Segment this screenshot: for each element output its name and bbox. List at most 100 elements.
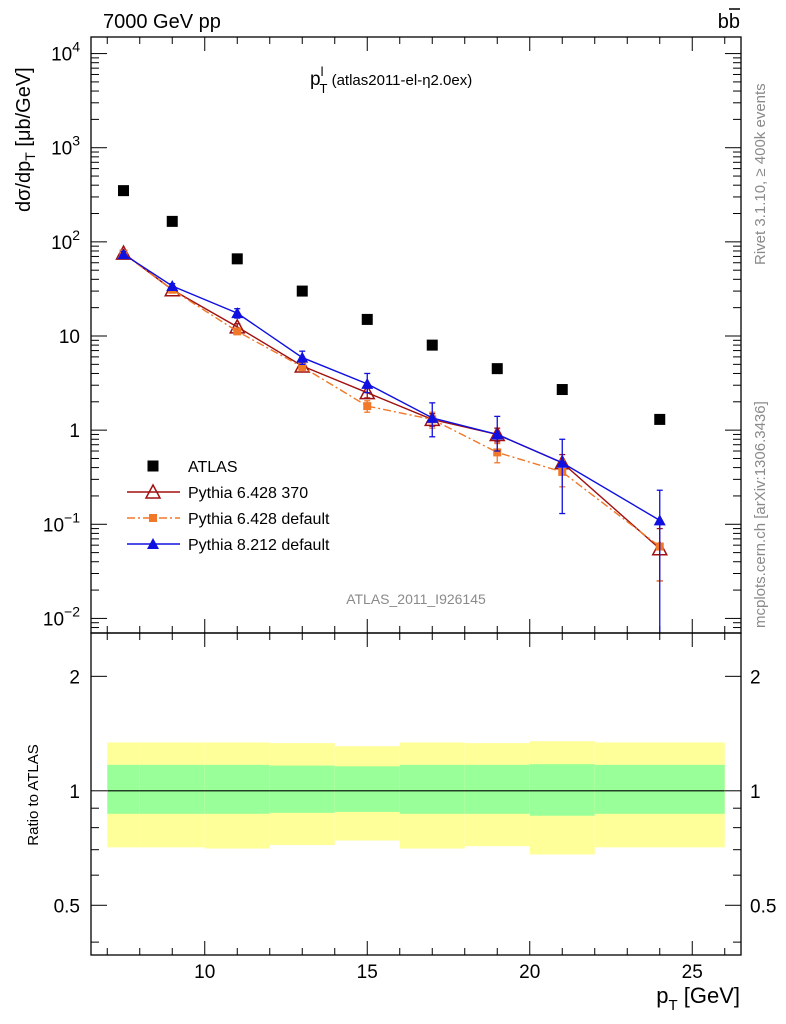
data-point-3-0 [117,248,130,260]
y-label-unit: [μb/GeV] [13,67,35,146]
ratio-plot-panel: Ratio to ATLAS 10 15 20 25 2 2 1 1 0.5 0.5 pT [Ge… [25,632,776,1014]
uncertainty-band-inner-1 [139,764,205,814]
data-point-3-4 [361,377,374,389]
main-plot-panel: dσ/dpT [μb/GeV] pl T (atlas2011-el-η2.0ex… [13,36,742,634]
data-point-0-7 [556,384,568,396]
x-tick-label-20: 20 [519,962,540,983]
ratio-y-tick-label-left-2: 2 [69,667,80,688]
process-label-text: bb [718,11,740,33]
legend-marker [144,483,162,499]
series-pythia-6-428-370 [115,244,669,582]
legend-item: Pythia 8.212 default [127,537,330,554]
y-tick-exponent: −1 [64,509,80,525]
ratio-plot-frame [90,632,742,956]
analysis-watermark: ATLAS_2011_I926145 [346,591,486,607]
uncertainty-band-inner-4 [334,766,400,812]
data-point-1-4 [358,384,376,400]
legend-label: Pythia 6.428 default [188,511,330,528]
data-point-0-5 [426,339,438,351]
x-label-unit: [GeV] [684,983,740,1008]
ratio-y-tick-label-left-0.5: 0.5 [54,896,80,917]
y-tick-exponent: −2 [64,603,80,619]
y-tick-label-10: 10 [59,327,80,348]
collision-label: 7000 GeV pp [103,11,221,33]
legend-marker [147,460,159,472]
y-label-subscript: T [22,152,38,161]
uncertainty-band-inner-6 [464,764,530,814]
series-line [123,253,661,521]
plot-title-subscript: T [319,81,327,96]
plot-title-superscript: l [321,64,324,79]
uncertainty-band-inner-3 [269,765,335,813]
y-tick-exponent: 2 [72,227,80,243]
uncertainty-band-inner-7 [529,764,595,816]
data-point-3-3 [296,351,309,363]
y-tick-exponent: 4 [72,39,80,55]
main-y-axis-label: dσ/dpT [μb/GeV] [13,67,38,212]
ratio-y-axis-label: Ratio to ATLAS [25,744,42,845]
y-tick-base: 10 [51,45,72,66]
x-tick-label-10: 10 [194,962,215,983]
plot-title-main: p [310,69,321,90]
data-point-3-2 [231,307,244,319]
x-label-subscript: T [668,997,677,1014]
legend: ATLAS Pythia 6.428 370 Pythia 6.428 defaul… [127,459,330,554]
data-point-3-8 [653,514,666,526]
y-tick-label-10000: 104 [51,39,80,66]
uncertainty-band-inner-5 [399,764,465,814]
data-point-0-0 [118,185,129,197]
y-tick-label-0.1: 10−1 [43,509,80,536]
data-point-2-3 [298,362,307,371]
legend-item: ATLAS [147,459,238,476]
uncertainty-band-inner-0 [107,764,140,814]
legend-item: Pythia 6.428 370 [127,483,308,502]
legend-label: Pythia 6.428 370 [188,485,308,502]
data-point-3-6 [491,428,504,440]
y-label-main: dσ/dp [13,161,35,212]
y-tick-label-100: 102 [51,227,80,254]
y-tick-label-1: 1 [69,421,80,442]
data-point-0-4 [361,313,373,325]
legend-marker [147,538,159,549]
x-tick-label-25: 25 [682,962,703,983]
ratio-y-tick-label-left-1: 1 [69,782,80,803]
ratio-y-tick-label-right-1: 1 [750,782,761,803]
y-tick-label-1000: 103 [51,133,80,160]
ratio-y-tick-label-right-2: 2 [750,667,761,688]
data-point-2-2 [233,327,242,336]
data-point-0-1 [166,215,178,227]
data-point-0-6 [491,363,503,375]
uncertainty-band-inner-8 [594,764,725,814]
legend-item: Pythia 6.428 default [127,511,330,528]
x-tick-label-15: 15 [357,962,378,983]
data-point-2-4 [363,402,372,411]
series-atlas [118,185,666,425]
y-tick-base: 10 [43,609,64,630]
series-pythia-8-212-default [117,248,666,633]
uncertainty-band-inner-2 [204,764,270,814]
y-tick-base: 10 [51,139,72,160]
series-line [123,253,661,548]
data-point-0-3 [296,285,308,297]
series-line [123,252,661,550]
data-point-2-6 [493,448,502,457]
data-point-3-7 [556,456,569,468]
data-point-0-2 [231,253,243,265]
plot-title-detail: (atlas2011-el-η2.0ex) [332,72,473,89]
x-label-main: p [656,983,668,1008]
data-point-3-1 [166,279,179,291]
series-pythia-6-428-default [119,249,664,582]
y-tick-base: 10 [51,233,72,254]
data-point-0-8 [654,413,666,425]
legend-label: ATLAS [188,459,238,476]
rivet-version-label: Rivet 3.1.10, ≥ 400k events [752,83,769,265]
y-tick-label-0.01: 10−2 [43,603,80,630]
legend-label: Pythia 8.212 default [188,537,330,554]
legend-marker [149,514,157,522]
y-tick-base: 10 [43,515,64,536]
process-label: bb [718,8,740,33]
data-point-3-5 [426,411,439,423]
x-axis-label: pT [GeV] [656,983,740,1014]
y-tick-exponent: 3 [72,133,80,149]
